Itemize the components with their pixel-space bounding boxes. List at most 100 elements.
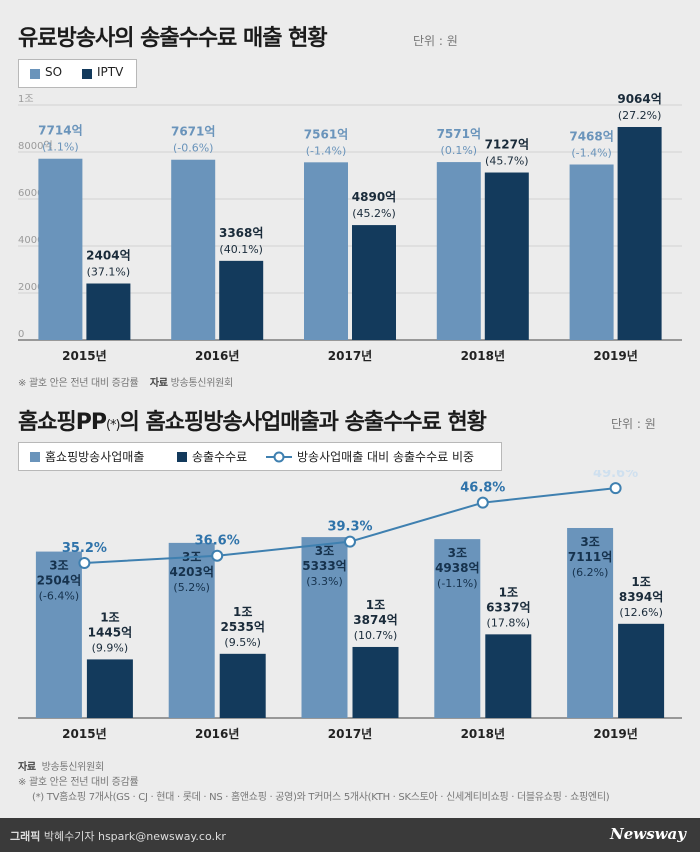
chart2-note-paren: ※ 괄호 안은 전년 대비 증감률 <box>18 777 139 788</box>
chart2-title: 홈쇼핑PP(*)의 홈쇼핑방송사업매출과 송출수수료 현황 <box>18 404 487 436</box>
data-label-jo: 3조 <box>448 546 467 560</box>
legend-label-ratio: 방송사업매출 대비 송출수수료 비중 <box>297 450 475 464</box>
data-change-label: (40.1%) <box>219 243 263 256</box>
chart1-unit: 단위 : 원 <box>413 34 458 48</box>
bar-iptv <box>219 260 264 340</box>
data-label-jo: 3조 <box>580 535 599 549</box>
chart2-note-star: (*) TV홈쇼핑 7개사(GS · CJ · 현대 · 롯데 · NS · 홈… <box>32 792 610 803</box>
data-change-label: (10.7%) <box>354 629 398 642</box>
footer-credit-text: 박혜수기자 hspark@newsway.co.kr <box>43 830 226 843</box>
x-tick-label: 2017년 <box>328 727 372 741</box>
chart2-source-label: 자료 <box>18 762 36 773</box>
x-tick-label: 2019년 <box>593 727 637 741</box>
footer-credit-label: 그래픽 <box>10 830 41 843</box>
data-label-jo: 3조 <box>49 559 68 573</box>
data-change-label: (17.8%) <box>487 616 531 629</box>
ratio-point <box>211 549 224 562</box>
bar-fee <box>485 634 532 718</box>
y-tick-label: 0 <box>18 329 24 340</box>
bar-so <box>436 162 481 340</box>
data-label-eok: 5333억 <box>302 559 346 573</box>
data-label-eok: 1445억 <box>88 625 132 639</box>
data-label: 4890억 <box>352 190 396 204</box>
data-label-jo: 1조 <box>366 598 385 612</box>
data-label-jo: 1조 <box>631 575 650 589</box>
bar-fee <box>219 653 266 718</box>
ratio-label: 46.8% <box>460 481 505 496</box>
data-change-label: (37.1%) <box>87 266 131 279</box>
bar-sales <box>168 542 215 718</box>
data-label: 3368억 <box>219 226 263 240</box>
bar-iptv <box>484 172 529 340</box>
chart1-title: 유료방송사의 송출수수료 매출 현황 <box>18 26 328 51</box>
ratio-point <box>476 496 489 509</box>
data-label-jo: 1조 <box>499 585 518 599</box>
bar-so <box>38 158 83 340</box>
data-change-label: (9.9%) <box>92 641 129 654</box>
data-change-label: (9.5%) <box>224 636 261 649</box>
data-change-label: (5.2%) <box>173 581 210 594</box>
chart1-plot: 02000억4000억6000억8000억1조2015년7714억(1.1%)2… <box>18 92 682 363</box>
data-change-label: (0.1%) <box>441 144 478 157</box>
x-tick-label: 2016년 <box>195 727 239 741</box>
data-label-eok: 6337억 <box>486 600 530 614</box>
legend-swatch-so <box>30 69 40 79</box>
x-tick-label: 2019년 <box>593 349 637 363</box>
x-tick-label: 2017년 <box>328 349 372 363</box>
data-label: 7127억 <box>485 138 529 152</box>
footer-credit: 그래픽 박혜수기자 hspark@newsway.co.kr <box>10 828 226 844</box>
data-change-label: (-6.4%) <box>39 590 80 603</box>
ratio-point <box>609 482 622 495</box>
data-change-label: (45.7%) <box>485 155 529 168</box>
data-label: 7571억 <box>437 127 481 141</box>
bar-so <box>304 162 348 340</box>
y-tick-label: 8000억 <box>18 140 53 152</box>
data-change-label: (6.2%) <box>572 566 609 579</box>
bar-sales <box>434 539 481 718</box>
chart1-note-paren: ※ 괄호 안은 전년 대비 증감률 <box>18 378 139 389</box>
data-change-label: (1.1%) <box>42 141 79 154</box>
legend-swatch-iptv <box>82 69 92 79</box>
data-label-eok: 2504억 <box>37 574 81 588</box>
data-label-eok: 2535억 <box>220 620 264 634</box>
x-tick-label: 2016년 <box>195 349 239 363</box>
data-label-jo: 3조 <box>315 544 334 558</box>
chart2-title-main: 홈쇼핑PP <box>18 410 107 435</box>
chart1-source-label: 자료 <box>149 378 168 389</box>
bar-so <box>569 164 614 340</box>
legend-swatch-fee <box>177 452 187 462</box>
data-change-label: (-1.4%) <box>571 147 612 160</box>
data-label: 2404억 <box>86 249 130 263</box>
chart2-notes: 자료 방송통신위원회 ※ 괄호 안은 전년 대비 증감률 (*) TV홈쇼핑 7… <box>18 760 610 805</box>
data-label-eok: 8394억 <box>619 590 663 604</box>
data-change-label: (3.3%) <box>306 575 343 588</box>
data-label-eok: 3874억 <box>353 613 397 627</box>
data-label: 9064억 <box>617 92 661 106</box>
chart1-note: ※ 괄호 안은 전년 대비 증감률 자료 방송통신위원회 <box>18 374 233 389</box>
bar-sales <box>567 527 614 718</box>
chart2-plot: 2015년3조2504억(-6.4%)1조1445억(9.9%)2016년3조4… <box>18 470 682 741</box>
x-tick-label: 2015년 <box>62 727 106 741</box>
bar-sales <box>301 537 348 718</box>
chart1-source: 방송통신위원회 <box>170 378 234 389</box>
data-change-label: (-1.4%) <box>306 144 347 157</box>
bar-so <box>171 159 216 340</box>
legend-label-sales: 홈쇼핑방송사업매출 <box>45 450 145 464</box>
data-label-eok: 7111억 <box>568 550 612 564</box>
data-change-label: (-0.6%) <box>173 142 214 155</box>
ratio-label: 35.2% <box>62 541 107 556</box>
footer: 그래픽 박혜수기자 hspark@newsway.co.kr Newsway <box>0 818 700 852</box>
chart2-title-mark: (*) <box>105 418 121 433</box>
data-label: 7671억 <box>171 125 215 139</box>
bar-iptv <box>352 225 396 340</box>
data-label-jo: 1조 <box>100 610 119 624</box>
data-label: 7561억 <box>304 127 348 141</box>
legend-label-so: SO <box>45 65 63 79</box>
data-label-jo: 1조 <box>233 605 252 619</box>
bar-fee <box>86 659 133 718</box>
legend-label-iptv: IPTV <box>97 65 124 79</box>
ratio-point <box>78 557 91 569</box>
data-label-eok: 4203억 <box>169 565 213 579</box>
chart2-title-rest: 의 홈쇼핑방송사업매출과 송출수수료 현황 <box>119 410 487 435</box>
ratio-label: 39.3% <box>327 520 372 535</box>
